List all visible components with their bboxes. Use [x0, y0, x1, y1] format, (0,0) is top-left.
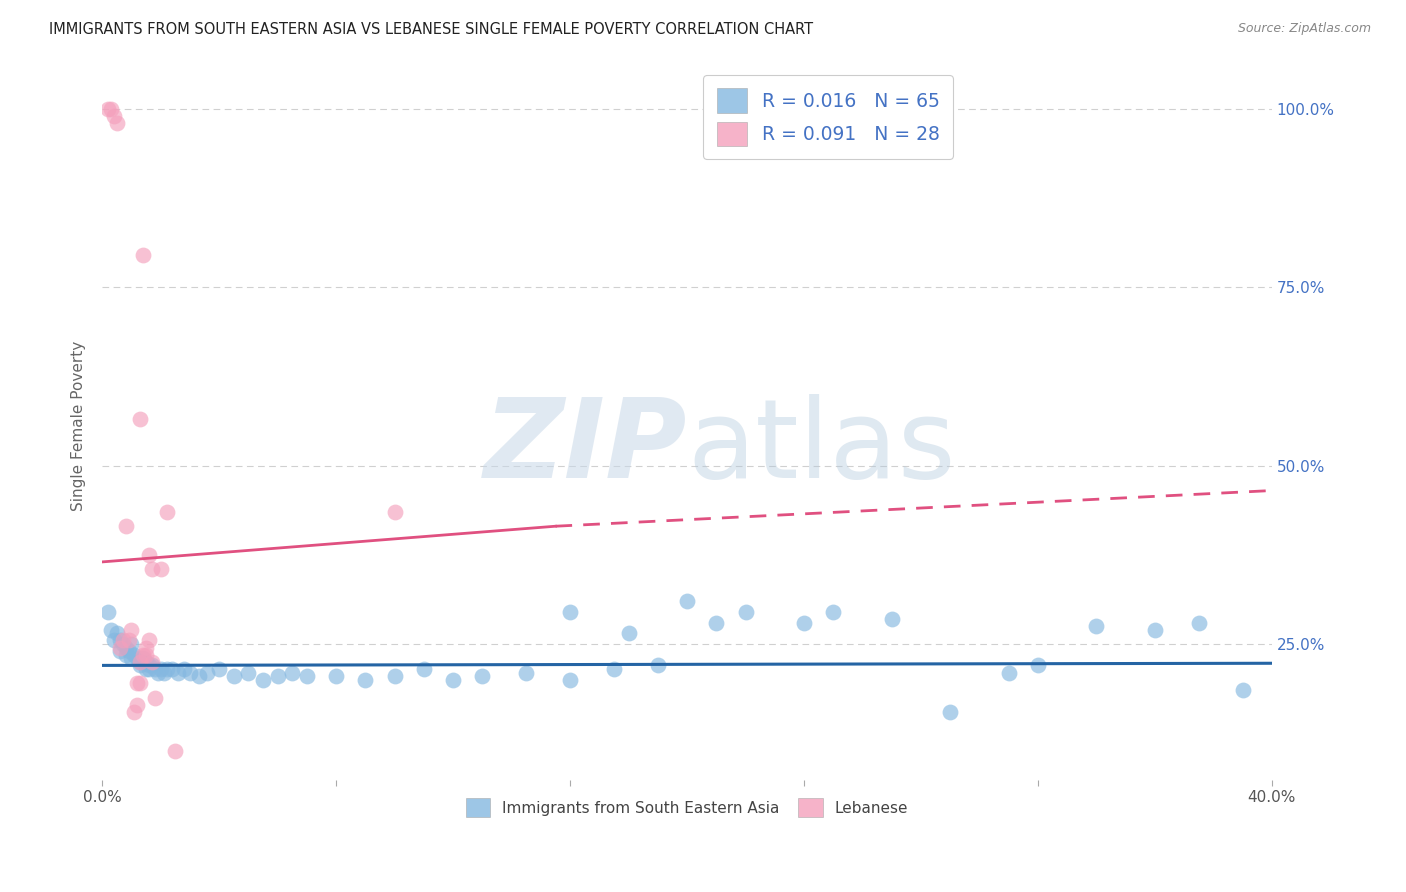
- Point: [103, 633, 125, 648]
- Point: [603, 662, 626, 676]
- Text: Source: ZipAtlas.com: Source: ZipAtlas.com: [1237, 22, 1371, 36]
- Point: [880, 612, 903, 626]
- Point: [141, 562, 163, 576]
- Point: [676, 594, 699, 608]
- Point: [1085, 619, 1108, 633]
- Point: [197, 665, 219, 680]
- Point: [1026, 658, 1049, 673]
- Y-axis label: Single Female Poverty: Single Female Poverty: [72, 341, 86, 511]
- Text: IMMIGRANTS FROM SOUTH EASTERN ASIA VS LEBANESE SINGLE FEMALE POVERTY CORRELATION: IMMIGRANTS FROM SOUTH EASTERN ASIA VS LE…: [49, 22, 813, 37]
- Point: [124, 648, 146, 662]
- Point: [384, 669, 406, 683]
- Point: [117, 644, 139, 658]
- Point: [105, 626, 128, 640]
- Point: [135, 648, 157, 662]
- Point: [471, 669, 494, 683]
- Point: [129, 655, 152, 669]
- Point: [97, 605, 120, 619]
- Point: [823, 605, 845, 619]
- Point: [149, 662, 172, 676]
- Point: [108, 644, 131, 658]
- Point: [108, 633, 131, 648]
- Point: [558, 605, 581, 619]
- Point: [120, 651, 142, 665]
- Point: [1188, 615, 1211, 630]
- Point: [173, 662, 195, 676]
- Point: [127, 651, 149, 665]
- Point: [222, 669, 245, 683]
- Point: [127, 698, 149, 712]
- Point: [412, 662, 434, 676]
- Point: [141, 655, 163, 669]
- Point: [143, 690, 166, 705]
- Point: [117, 633, 139, 648]
- Point: [704, 615, 727, 630]
- Legend: Immigrants from South Eastern Asia, Lebanese: Immigrants from South Eastern Asia, Leba…: [458, 790, 915, 825]
- Point: [558, 673, 581, 687]
- Point: [354, 673, 377, 687]
- Point: [120, 637, 142, 651]
- Point: [135, 655, 157, 669]
- Point: [162, 662, 184, 676]
- Text: ZIP: ZIP: [484, 394, 688, 501]
- Point: [325, 669, 347, 683]
- Point: [105, 116, 128, 130]
- Point: [100, 102, 122, 116]
- Point: [384, 505, 406, 519]
- Point: [997, 665, 1019, 680]
- Point: [167, 665, 190, 680]
- Point: [295, 669, 318, 683]
- Point: [152, 665, 174, 680]
- Point: [114, 640, 136, 655]
- Point: [97, 102, 120, 116]
- Point: [187, 669, 209, 683]
- Point: [281, 665, 304, 680]
- Point: [146, 665, 169, 680]
- Point: [103, 109, 125, 123]
- Point: [124, 705, 146, 719]
- Point: [129, 655, 152, 669]
- Text: atlas: atlas: [688, 394, 956, 501]
- Point: [108, 640, 131, 655]
- Point: [138, 658, 160, 673]
- Point: [138, 633, 160, 648]
- Point: [100, 623, 122, 637]
- Point: [135, 662, 157, 676]
- Point: [132, 651, 155, 665]
- Point: [120, 623, 142, 637]
- Point: [165, 744, 187, 758]
- Point: [266, 669, 288, 683]
- Point: [114, 519, 136, 533]
- Point: [111, 637, 134, 651]
- Point: [132, 648, 155, 662]
- Point: [129, 412, 152, 426]
- Point: [149, 562, 172, 576]
- Point: [238, 665, 260, 680]
- Point: [617, 626, 640, 640]
- Point: [179, 665, 201, 680]
- Point: [114, 648, 136, 662]
- Point: [647, 658, 669, 673]
- Point: [127, 676, 149, 690]
- Point: [129, 676, 152, 690]
- Point: [793, 615, 815, 630]
- Point: [141, 658, 163, 673]
- Point: [138, 548, 160, 562]
- Point: [208, 662, 231, 676]
- Point: [252, 673, 274, 687]
- Point: [155, 662, 177, 676]
- Point: [135, 640, 157, 655]
- Point: [143, 662, 166, 676]
- Point: [515, 665, 537, 680]
- Point: [129, 658, 152, 673]
- Point: [155, 505, 177, 519]
- Point: [939, 705, 962, 719]
- Point: [734, 605, 756, 619]
- Point: [138, 662, 160, 676]
- Point: [132, 248, 155, 262]
- Point: [1232, 683, 1254, 698]
- Point: [1143, 623, 1166, 637]
- Point: [111, 633, 134, 648]
- Point: [441, 673, 464, 687]
